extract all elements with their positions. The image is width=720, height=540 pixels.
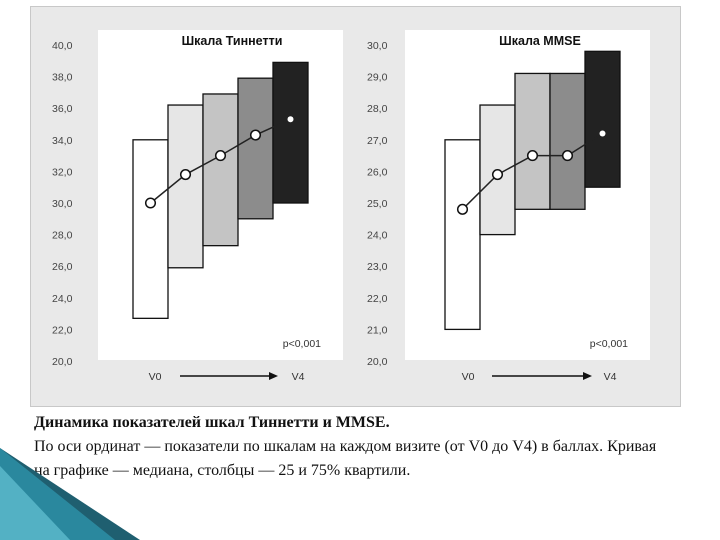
- x-end-label: V4: [292, 371, 305, 383]
- box-v4: [584, 50, 621, 188]
- box-v3: [237, 77, 274, 220]
- median-point-v4: [599, 130, 606, 137]
- y-tick-label: 40,0: [52, 40, 73, 52]
- median-point-v0: [144, 197, 157, 209]
- x-start-label: V0: [462, 371, 475, 383]
- mmse-chart: Шкала MMSE 20,0 21,0 22,0 23,0 24,0 25,0 26,0 27…: [367, 30, 650, 383]
- median-point-v2: [526, 150, 539, 162]
- y-tick-label: 38,0: [52, 72, 73, 84]
- y-tick-label: 24,0: [367, 230, 388, 242]
- box-v3: [549, 72, 586, 210]
- x-end-label: V4: [604, 371, 617, 383]
- y-tick-label: 28,0: [52, 230, 73, 242]
- y-tick-label: 22,0: [52, 324, 73, 336]
- median-point-v4: [287, 116, 294, 123]
- box-v0: [444, 139, 481, 331]
- y-tick-label: 30,0: [367, 40, 388, 52]
- median-point-v1: [491, 169, 504, 181]
- y-tick-label: 20,0: [52, 356, 73, 368]
- box-v1: [167, 104, 204, 269]
- p-value-annotation: p<0,001: [590, 338, 628, 350]
- median-point-v3: [249, 129, 262, 141]
- y-tick-label: 36,0: [52, 103, 73, 115]
- y-tick-label: 34,0: [52, 135, 73, 147]
- caption-title: Динамика показателей шкал Тиннетти и MMS…: [34, 414, 390, 431]
- y-tick-label: 23,0: [367, 261, 388, 273]
- median-point-v3: [561, 150, 574, 162]
- tinetti-chart: Шкала Тиннетти 20,0 22,0 24,0 26,0 28,0 30,0 32…: [52, 30, 343, 383]
- chart-title: Шкала MMSE: [499, 34, 581, 48]
- y-tick-label: 30,0: [52, 198, 73, 210]
- box-v4: [272, 61, 309, 204]
- decorative-arrow-shape: [0, 448, 140, 540]
- y-tick-label: 24,0: [52, 293, 73, 305]
- box-v2: [202, 93, 239, 247]
- y-tick-label: 26,0: [367, 166, 388, 178]
- median-point-v0: [456, 203, 469, 215]
- box-v2: [514, 72, 551, 210]
- y-tick-label: 27,0: [367, 135, 388, 147]
- y-tick-label: 26,0: [52, 261, 73, 273]
- y-tick-label: 22,0: [367, 293, 388, 305]
- caption-text: По оси ординат — показатели по шкалам на…: [34, 438, 657, 479]
- x-arrow-head-icon: [583, 372, 592, 380]
- figure-caption: Динамика показателей шкал Тиннетти и MMS…: [34, 411, 674, 483]
- median-point-v1: [179, 169, 192, 181]
- y-tick-label: 21,0: [367, 324, 388, 336]
- chart-title: Шкала Тиннетти: [182, 34, 283, 48]
- p-value-annotation: p<0,001: [283, 338, 321, 350]
- y-tick-label: 28,0: [367, 103, 388, 115]
- x-arrow-head-icon: [269, 372, 278, 380]
- box-v0: [132, 139, 169, 319]
- median-point-v2: [214, 150, 227, 162]
- y-tick-label: 32,0: [52, 166, 73, 178]
- charts-canvas: Шкала Тиннетти 20,0 22,0 24,0 26,0 28,0 30,0 32…: [52, 30, 650, 383]
- x-start-label: V0: [149, 371, 162, 383]
- y-tick-label: 29,0: [367, 72, 388, 84]
- y-tick-label: 20,0: [367, 356, 388, 368]
- y-tick-label: 25,0: [367, 198, 388, 210]
